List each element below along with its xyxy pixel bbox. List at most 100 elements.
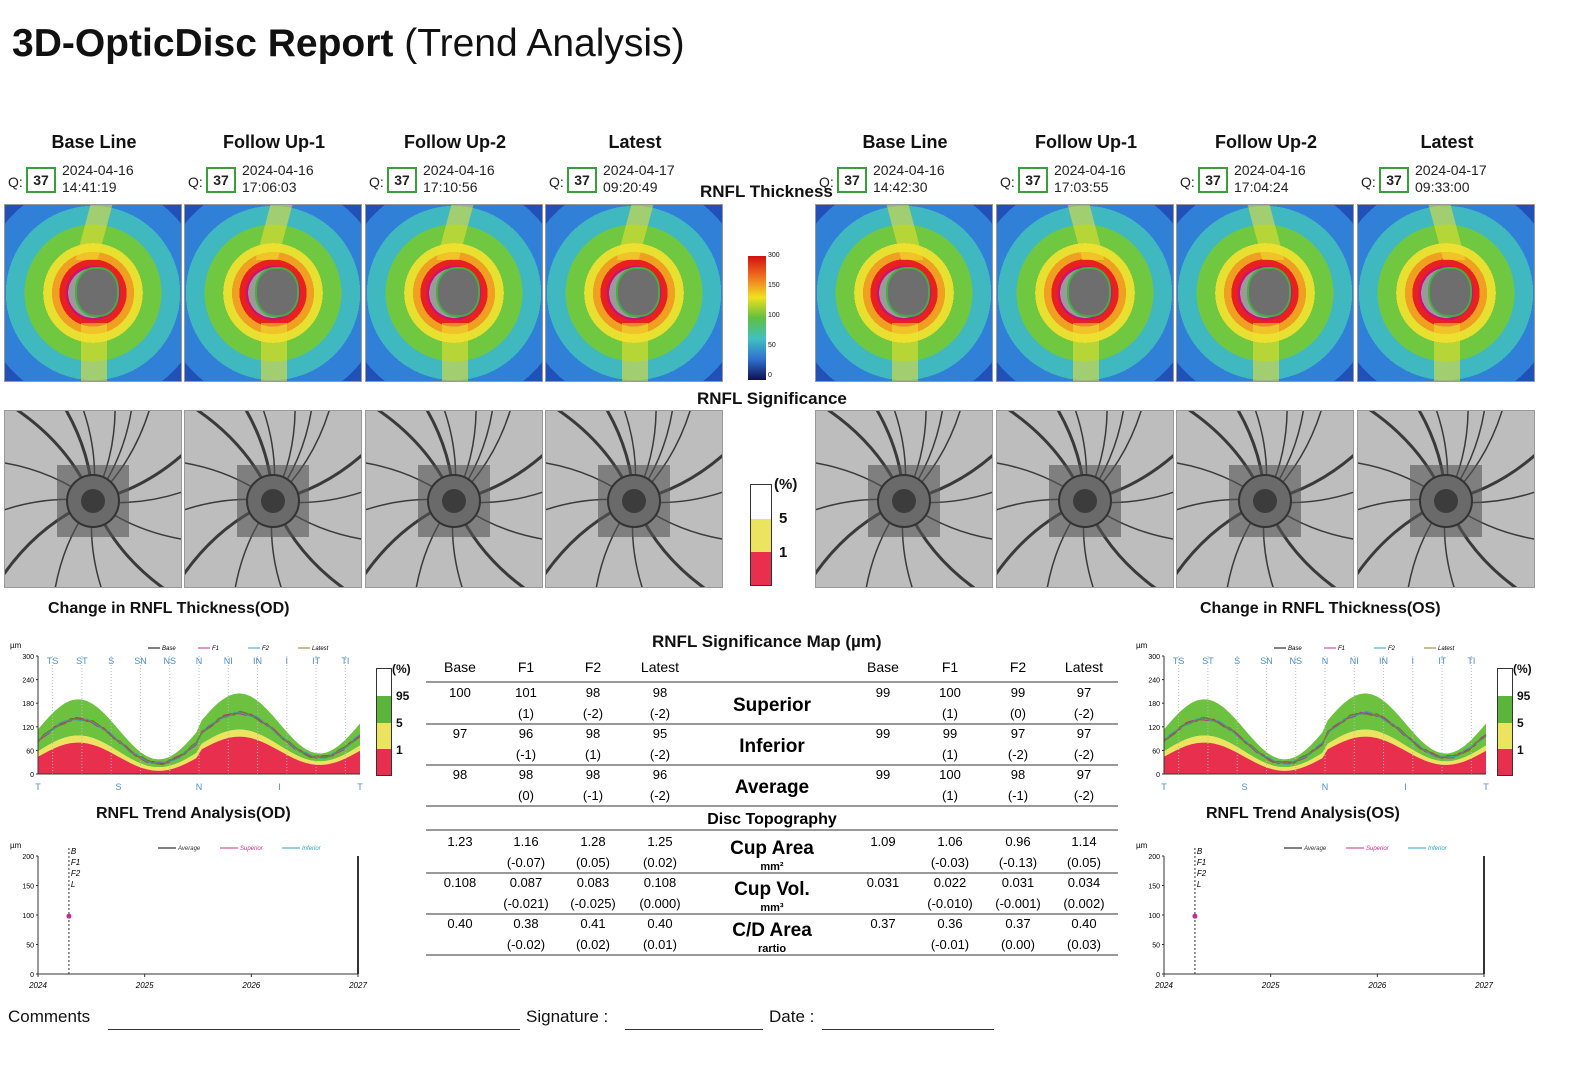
od-scan-info: Q: 37 2024-04-17 09:20:49 (549, 162, 719, 195)
x-label: S (115, 782, 121, 792)
rnfl-significance-map (545, 410, 723, 588)
sector-label: IN (1379, 656, 1388, 666)
od-value: 1.25 (647, 834, 672, 849)
scan-time: 09:20:49 (603, 179, 658, 195)
report-title-main: 3D-OpticDisc Report (12, 22, 394, 65)
od-value: 0.108 (444, 875, 477, 890)
x-tick: 2027 (1474, 981, 1493, 990)
sector-label: I (1412, 656, 1415, 666)
os-change: (-0.01) (931, 937, 969, 952)
od-value: 1.16 (513, 834, 538, 849)
legend-label: F1 (212, 646, 219, 652)
trend-os-title: RNFL Trend Analysis(OS) (1206, 805, 1400, 822)
scale-tick: 100 (768, 312, 780, 319)
od-change: (-2) (650, 788, 670, 803)
od-value: 95 (653, 726, 667, 741)
od-value: 101 (515, 685, 537, 700)
os-change: (0.03) (1067, 937, 1101, 952)
visit-label: B (71, 847, 77, 856)
os-scan-info: Q: 37 2024-04-16 17:04:24 (1180, 162, 1350, 195)
sector-label: SN (1260, 656, 1273, 666)
y-tick: 180 (1148, 701, 1160, 708)
sector-label: IT (312, 656, 321, 666)
os-value: 0.37 (870, 916, 895, 931)
od-change: (1) (585, 747, 601, 762)
y-tick: 50 (26, 943, 34, 950)
os-scan-info: Q: 37 2024-04-16 17:03:55 (1000, 162, 1170, 195)
scale-tick: 0 (768, 372, 772, 379)
change-os-title: Change in RNFL Thickness(OS) (1200, 600, 1441, 617)
scan-time: 17:06:03 (242, 179, 297, 195)
disc-topography-title: Disc Topography (707, 811, 837, 828)
band-95 (1164, 693, 1486, 768)
legend-label: F2 (1388, 646, 1396, 652)
od-change: (0.01) (643, 937, 677, 952)
scan-time: 17:03:55 (1054, 179, 1109, 195)
od-value: 97 (453, 726, 467, 741)
quality-score: 37 (26, 167, 56, 193)
band-95 (38, 693, 360, 768)
change-legend-level: 1 (396, 743, 403, 757)
scale-tick: 50 (768, 342, 776, 349)
os-scan-info: Q: 37 2024-04-17 09:33:00 (1361, 162, 1531, 195)
rnfl-thickness-label: RNFL Thickness (700, 182, 833, 201)
sector-label: TI (1467, 656, 1475, 666)
sector-label: I (286, 656, 289, 666)
os-change: (-2) (1074, 706, 1094, 721)
os-value: 99 (1011, 685, 1025, 700)
y-tick: 120 (1148, 725, 1160, 732)
date-field[interactable] (822, 1028, 994, 1030)
rnfl-thickness-map (1357, 204, 1535, 382)
report-title-sub: (Trend Analysis) (404, 22, 685, 65)
rnfl-significance-map (4, 410, 182, 588)
comments-field[interactable] (108, 1028, 520, 1030)
od-value: 0.38 (513, 916, 538, 931)
os-value: 1.14 (1071, 834, 1096, 849)
legend-label: Latest (1438, 646, 1455, 652)
change-legend-level: 5 (1517, 716, 1524, 730)
od-value: 98 (586, 685, 600, 700)
trend-point (1192, 913, 1198, 919)
os-change: (0.002) (1063, 896, 1104, 911)
change-legend-unit: (%) (1513, 662, 1532, 676)
quality-score: 37 (837, 167, 867, 193)
os-col-header: Latest (1065, 659, 1103, 675)
od-value: 98 (519, 767, 533, 782)
os-scan-info: Q: 37 2024-04-16 14:42:30 (819, 162, 989, 195)
significance-legend-level: 1 (779, 544, 788, 561)
os-value: 0.96 (1005, 834, 1030, 849)
os-value: 99 (876, 767, 890, 782)
y-tick: 200 (1148, 854, 1160, 861)
sector-label: S (108, 656, 114, 666)
band-5 (38, 729, 360, 771)
x-tick: 2027 (348, 981, 367, 990)
od-col-header: Base Line (51, 132, 137, 152)
row-label: C/D Area (732, 920, 812, 941)
y-tick: 0 (30, 972, 34, 979)
row-label: Average (735, 777, 809, 798)
y-tick: 240 (22, 678, 34, 685)
change-legend-level: 95 (396, 689, 410, 703)
legend-label: Base (1288, 646, 1302, 652)
os-change: (1) (942, 788, 958, 803)
os-value: 97 (1077, 685, 1091, 700)
os-value: 99 (943, 726, 957, 741)
os-value: 0.031 (1002, 875, 1035, 890)
quality-score: 37 (567, 167, 597, 193)
os-change: (1) (942, 706, 958, 721)
os-col-header: Latest (1420, 132, 1474, 152)
significance-legend-unit: (%) (774, 476, 798, 493)
scan-date: 2024-04-16 (242, 162, 314, 178)
rnfl-thickness-map (545, 204, 723, 382)
os-value: 0.022 (934, 875, 967, 890)
signature-field[interactable] (625, 1028, 763, 1030)
scan-date: 2024-04-16 (873, 162, 945, 178)
legend-label: Average (177, 846, 201, 852)
od-col-header: Latest (608, 132, 662, 152)
legend-label: F1 (1338, 646, 1345, 652)
y-tick: 150 (1148, 884, 1160, 891)
x-tick: 2025 (1261, 981, 1280, 990)
od-change: (0.05) (576, 855, 610, 870)
